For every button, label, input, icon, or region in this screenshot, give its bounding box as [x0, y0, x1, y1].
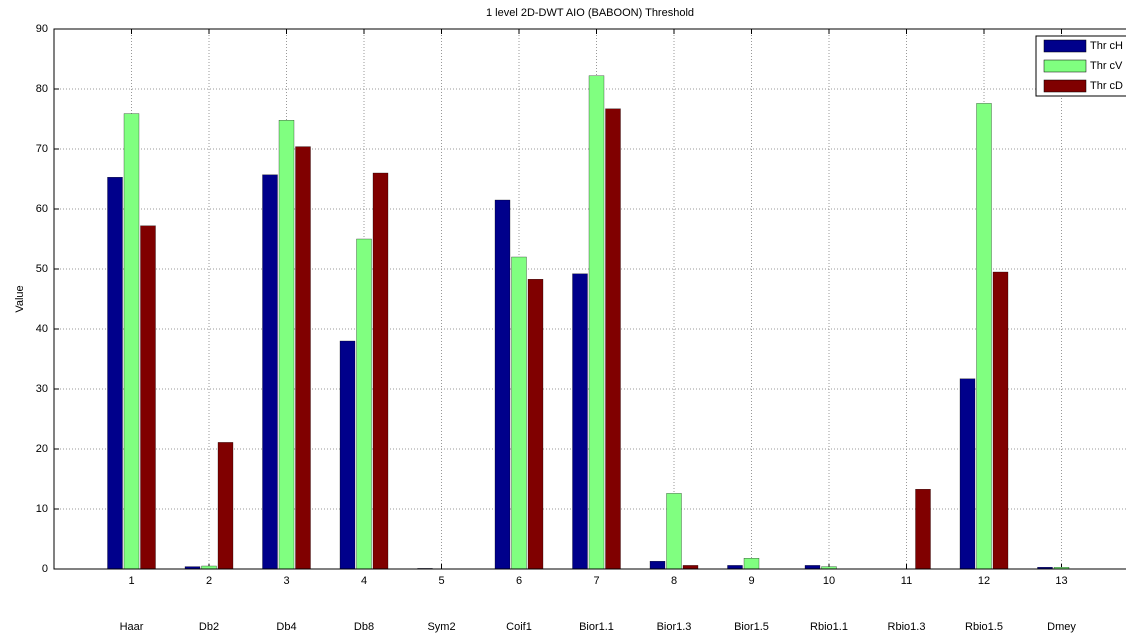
- category-label: Rbio1.5: [965, 621, 1003, 633]
- bar: [511, 256, 527, 570]
- x-tick-label: 2: [206, 575, 212, 587]
- chart-title: 1 level 2D-DWT AIO (BABOON) Threshold: [486, 7, 694, 19]
- legend-label: Thr cH: [1090, 40, 1123, 52]
- y-tick-label: 30: [36, 383, 48, 395]
- x-tick-label: 3: [283, 575, 289, 587]
- bar: [992, 271, 1009, 570]
- bar: [372, 172, 389, 570]
- x-tick-label: 8: [671, 575, 677, 587]
- category-label: Haar: [120, 621, 144, 633]
- x-tick-label: 5: [438, 575, 444, 587]
- x-tick-label: 11: [901, 575, 912, 587]
- legend-swatch: [1043, 39, 1087, 53]
- x-tick-label: 6: [516, 575, 522, 587]
- legend-swatch: [1043, 59, 1087, 73]
- bar: [339, 340, 356, 570]
- category-label: Rbio1.3: [888, 621, 926, 633]
- x-tick-label: 7: [593, 575, 599, 587]
- bar: [278, 120, 295, 570]
- y-tick-label: 50: [36, 263, 48, 275]
- category-label: Dmey: [1047, 621, 1076, 633]
- bar: [527, 279, 544, 570]
- y-tick-label: 40: [36, 323, 48, 335]
- legend-label: Thr cV: [1090, 60, 1123, 72]
- category-label: Sym2: [427, 621, 455, 633]
- bar: [959, 378, 976, 570]
- y-tick-label: 70: [36, 143, 48, 155]
- bar: [494, 199, 511, 570]
- bar: [682, 565, 699, 570]
- bar: [976, 103, 992, 570]
- bar: [572, 273, 588, 570]
- y-tick-label: 10: [36, 503, 48, 515]
- category-label: Bior1.5: [734, 621, 769, 633]
- bar: [727, 565, 743, 570]
- bar: [295, 146, 311, 570]
- legend-label: Thr cD: [1090, 80, 1123, 92]
- category-label: Coif1: [506, 621, 532, 633]
- category-label: Db2: [199, 621, 219, 633]
- bar: [588, 75, 605, 570]
- bar: [262, 174, 278, 570]
- bar: [649, 561, 666, 570]
- y-tick-label: 60: [36, 203, 48, 215]
- legend-swatch: [1043, 79, 1087, 93]
- plot-frame: [53, 28, 1126, 570]
- bar: [356, 238, 372, 570]
- y-tick-label: 20: [36, 443, 48, 455]
- y-tick-label: 80: [36, 83, 48, 95]
- x-tick-label: 12: [978, 575, 990, 587]
- x-tick-label: 13: [1055, 575, 1067, 587]
- category-label: Rbio1.1: [810, 621, 848, 633]
- x-tick-label: 10: [823, 575, 835, 587]
- category-label: Bior1.3: [657, 621, 692, 633]
- y-tick-label: 90: [36, 23, 48, 35]
- bar: [743, 558, 760, 570]
- bar: [140, 225, 156, 570]
- y-tick-label: 0: [42, 563, 48, 575]
- bar: [605, 108, 621, 570]
- bar: [666, 493, 682, 570]
- x-tick-label: 1: [128, 575, 134, 587]
- x-tick-label: 9: [748, 575, 754, 587]
- bar: [217, 442, 234, 570]
- bar: [123, 113, 140, 570]
- x-tick-label: 4: [361, 575, 367, 587]
- category-label: Db4: [276, 621, 296, 633]
- bar: [915, 489, 931, 570]
- bar: [804, 565, 821, 570]
- category-label: Bior1.1: [579, 621, 614, 633]
- category-label: Db8: [354, 621, 374, 633]
- y-axis-label: Value: [14, 285, 26, 312]
- bar: [107, 177, 123, 570]
